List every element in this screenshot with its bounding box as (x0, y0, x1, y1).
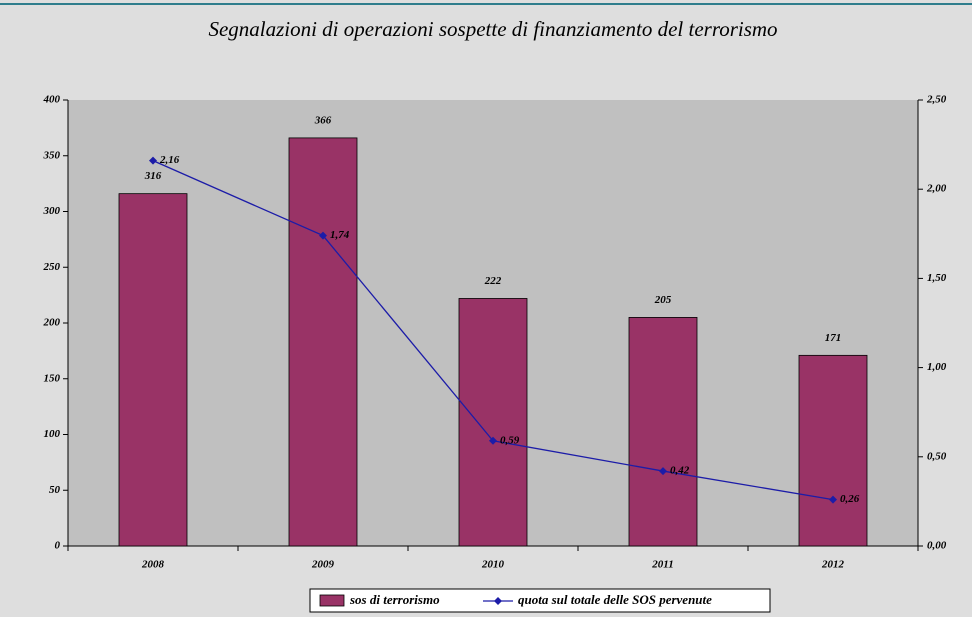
y2-tick-label: 0,00 (927, 540, 947, 552)
chart-title: Segnalazioni di operazioni sospette di f… (208, 17, 777, 41)
bar (288, 137, 358, 547)
x-tick-label: 2011 (651, 559, 673, 571)
marker (489, 436, 497, 445)
y-tick-label: 50 (49, 484, 61, 496)
bar (458, 298, 528, 547)
y-tick-label: 250 (43, 261, 61, 273)
legend (309, 588, 771, 613)
line-label: 0,59 (500, 434, 520, 446)
y2-tick-label: 0,50 (927, 450, 947, 462)
bar-label: 171 (825, 332, 842, 344)
y-tick-label: 400 (43, 94, 61, 106)
bar (798, 354, 868, 547)
line-label: 1,74 (330, 229, 350, 241)
bar-label: 205 (654, 294, 672, 306)
y2-tick-label: 2,00 (926, 183, 947, 195)
marker (149, 156, 157, 165)
bar (628, 317, 698, 547)
legend-label: sos di terrorismo (349, 592, 440, 607)
y2-tick-label: 1,50 (927, 272, 947, 284)
y-tick-label: 0 (55, 540, 61, 552)
bar-label: 366 (314, 114, 332, 126)
legend-marker (494, 597, 502, 605)
line-label: 0,26 (840, 493, 860, 505)
y2-tick-label: 2,50 (926, 94, 947, 106)
y-tick-label: 100 (44, 428, 61, 440)
y-tick-label: 150 (44, 372, 61, 384)
legend-swatch (319, 594, 345, 607)
marker (319, 231, 327, 240)
line-label: 2,16 (159, 154, 180, 166)
line-label: 0,42 (670, 465, 690, 477)
bar (118, 193, 188, 547)
marker (829, 495, 837, 504)
x-tick-label: 2012 (821, 559, 845, 571)
x-tick-label: 2009 (311, 559, 335, 571)
bar-label: 316 (144, 170, 162, 182)
x-tick-label: 2008 (141, 559, 165, 571)
x-tick-label: 2010 (481, 559, 505, 571)
y2-tick-label: 1,00 (927, 361, 947, 373)
y-tick-label: 300 (43, 205, 61, 217)
bar-label: 222 (484, 275, 502, 287)
y-tick-label: 350 (43, 149, 61, 161)
legend-label: quota sul totale delle SOS pervenute (518, 592, 712, 607)
marker (659, 467, 667, 476)
y-tick-label: 200 (43, 317, 61, 329)
